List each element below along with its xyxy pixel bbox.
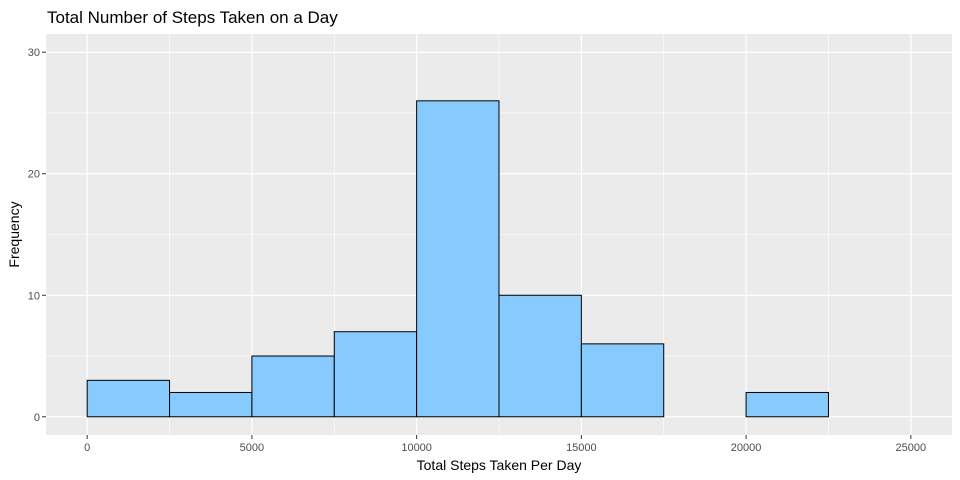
y-tick-label: 20 bbox=[28, 169, 40, 181]
x-tick-label: 25000 bbox=[896, 442, 927, 454]
y-axis: 0 10 20 30 bbox=[28, 47, 46, 424]
histogram-bar-0 bbox=[86, 379, 171, 418]
y-axis-title: Frequency bbox=[6, 201, 22, 267]
histogram-bar-6 bbox=[580, 343, 665, 418]
x-tick-label: 0 bbox=[84, 442, 90, 454]
histogram-bar-2 bbox=[251, 355, 335, 418]
histogram-bar-8 bbox=[745, 391, 829, 418]
x-tick-label: 5000 bbox=[240, 442, 264, 454]
x-axis-title: Total Steps Taken Per Day bbox=[417, 457, 582, 473]
x-tick-label: 20000 bbox=[731, 442, 762, 454]
chart-title: Total Number of Steps Taken on a Day bbox=[47, 8, 338, 27]
histogram-bar-5 bbox=[498, 294, 582, 418]
histogram-bar-3 bbox=[333, 331, 418, 418]
histogram-bar-4 bbox=[416, 100, 500, 418]
y-tick-label: 0 bbox=[34, 412, 40, 424]
x-tick-label: 10000 bbox=[401, 442, 432, 454]
histogram-bars bbox=[86, 100, 829, 418]
y-tick-label: 30 bbox=[28, 47, 40, 59]
y-tick-label: 10 bbox=[28, 290, 40, 302]
x-tick-label: 15000 bbox=[566, 442, 597, 454]
x-axis: 0 5000 10000 15000 20000 25000 bbox=[84, 435, 926, 454]
histogram-bar-1 bbox=[169, 391, 253, 418]
